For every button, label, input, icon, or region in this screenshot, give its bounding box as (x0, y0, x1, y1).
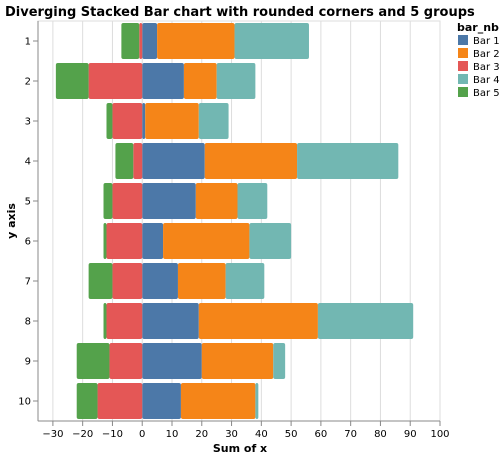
legend-label: Bar 1 (473, 36, 500, 47)
bar-segment[interactable] (142, 103, 146, 139)
bar-segment[interactable] (106, 303, 143, 339)
y-tick-label: 5 (25, 197, 31, 208)
bar-segment[interactable] (180, 383, 256, 419)
bar-segment[interactable] (255, 383, 259, 419)
bar-segment[interactable] (112, 183, 143, 219)
legend-swatch (458, 74, 468, 84)
x-tick-label: 10 (166, 429, 179, 440)
bar-segment[interactable] (106, 103, 113, 139)
bar-segment[interactable] (216, 63, 256, 99)
bar-segment[interactable] (201, 343, 274, 379)
x-tick-label: 50 (285, 429, 298, 440)
bar-segment[interactable] (142, 223, 164, 259)
x-tick-label: 80 (374, 429, 387, 440)
x-tick-label: 0 (139, 429, 145, 440)
legend-swatch (458, 35, 468, 45)
x-axis: −30 −20 −10 0 10 20 30 40 50 60 70 80 90 100 (38, 420, 450, 440)
legend-title: bar_nb (457, 21, 499, 34)
y-tick-label: 3 (25, 117, 31, 128)
bar-segment[interactable] (115, 143, 134, 179)
y-tick-label: 6 (25, 237, 31, 248)
bar-segment[interactable] (163, 223, 250, 259)
y-tick-label: 7 (25, 277, 31, 288)
legend-swatch (458, 87, 468, 97)
bar-segment[interactable] (317, 303, 414, 339)
x-tick-label: 30 (225, 429, 238, 440)
x-tick-label: 90 (404, 429, 417, 440)
legend-label: Bar 5 (473, 88, 500, 99)
legend-swatch (458, 61, 468, 71)
y-tick-label: 8 (25, 317, 31, 328)
x-axis-title: Sum of x (213, 442, 267, 455)
y-axis-title: y axis (5, 203, 18, 239)
legend-label: Bar 3 (473, 62, 500, 73)
bar-segment[interactable] (142, 23, 158, 59)
bar-segment[interactable] (198, 103, 229, 139)
bar-segment[interactable] (121, 23, 140, 59)
x-tick-label: −10 (102, 429, 123, 440)
bar-segment[interactable] (157, 23, 235, 59)
x-tick-label: 20 (195, 429, 208, 440)
bar-segment[interactable] (76, 343, 110, 379)
bar-segment[interactable] (133, 143, 143, 179)
y-tick-label: 9 (25, 357, 31, 368)
bars (55, 23, 414, 419)
bar-segment[interactable] (103, 223, 107, 259)
x-tick-label: 100 (430, 429, 449, 440)
bar-segment[interactable] (225, 263, 265, 299)
bar-segment[interactable] (198, 303, 318, 339)
bar-segment[interactable] (142, 303, 199, 339)
bar-segment[interactable] (237, 183, 268, 219)
bar-segment[interactable] (177, 263, 226, 299)
x-tick-label: −20 (72, 429, 93, 440)
bar-segment[interactable] (273, 343, 286, 379)
legend-label: Bar 4 (473, 75, 500, 86)
bar-segment[interactable] (142, 383, 181, 419)
y-tick-label: 1 (25, 37, 31, 48)
bar-segment[interactable] (88, 263, 113, 299)
bar-segment[interactable] (55, 63, 89, 99)
y-axis: 1 2 3 4 5 6 7 8 9 10 (18, 21, 39, 421)
legend-label: Bar 2 (473, 49, 500, 60)
x-tick-label: 40 (255, 429, 268, 440)
bar-segment[interactable] (142, 263, 178, 299)
bar-segment[interactable] (103, 303, 107, 339)
chart-title: Diverging Stacked Bar chart with rounded… (5, 5, 475, 20)
x-tick-label: −30 (42, 429, 63, 440)
legend: bar_nb Bar 1 Bar 2 Bar 3 Bar 4 Bar 5 (457, 21, 500, 99)
bar-segment[interactable] (183, 63, 217, 99)
bar-segment[interactable] (195, 183, 238, 219)
bar-segment[interactable] (109, 343, 143, 379)
bar-segment[interactable] (103, 183, 113, 219)
bar-segment[interactable] (145, 103, 199, 139)
bar-segment[interactable] (142, 63, 184, 99)
bar-segment[interactable] (234, 23, 309, 59)
bar-segment[interactable] (139, 23, 143, 59)
y-tick-label: 4 (25, 157, 31, 168)
bar-segment[interactable] (88, 63, 143, 99)
x-tick-label: 70 (344, 429, 357, 440)
y-tick-label: 10 (18, 397, 31, 408)
legend-swatch (458, 48, 468, 58)
bar-segment[interactable] (112, 263, 143, 299)
bar-segment[interactable] (297, 143, 399, 179)
bar-segment[interactable] (142, 343, 202, 379)
bar-segment[interactable] (76, 383, 98, 419)
y-tick-label: 2 (25, 77, 31, 88)
bar-segment[interactable] (97, 383, 143, 419)
bar-segment[interactable] (249, 223, 292, 259)
bar-segment[interactable] (204, 143, 298, 179)
bar-segment[interactable] (142, 183, 196, 219)
bar-segment[interactable] (112, 103, 143, 139)
x-tick-label: 60 (315, 429, 328, 440)
bar-segment[interactable] (106, 223, 143, 259)
bar-segment[interactable] (142, 143, 205, 179)
